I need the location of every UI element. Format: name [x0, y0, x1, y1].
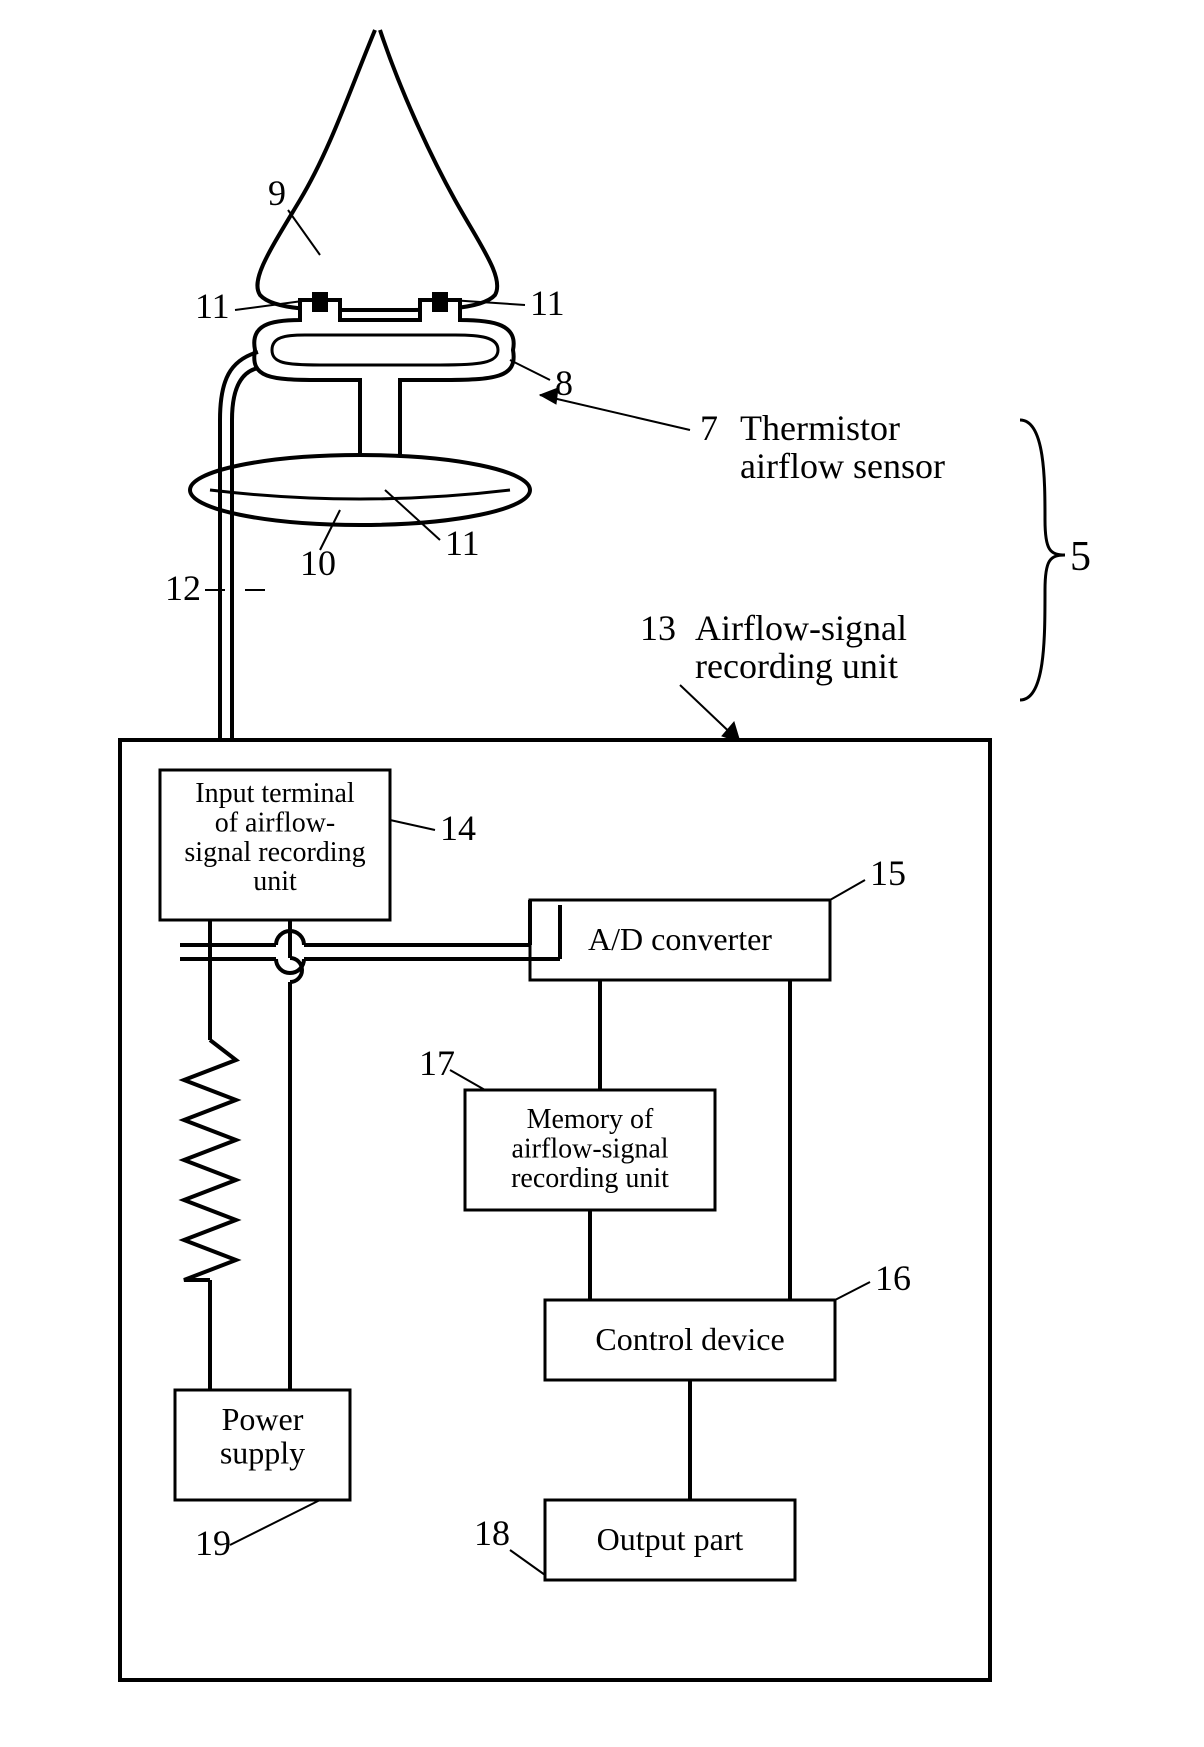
svg-text:12: 12 [165, 568, 201, 608]
svg-text:18: 18 [474, 1513, 510, 1553]
svg-text:8: 8 [555, 363, 573, 403]
ad-converter-label: A/D converter [588, 921, 772, 957]
svg-text:11: 11 [530, 283, 565, 323]
svg-text:11: 11 [445, 523, 480, 563]
memory-label: Memory ofairflow-signalrecording unit [511, 1104, 669, 1194]
svg-text:10: 10 [300, 543, 336, 583]
svg-text:14: 14 [440, 808, 476, 848]
thermistor-bead [432, 292, 448, 312]
control-device-label: Control device [595, 1321, 784, 1357]
label-7: 7 [700, 408, 718, 448]
power-supply-label: Powersupply [220, 1401, 305, 1471]
svg-text:9: 9 [268, 173, 286, 213]
label-7-text: Thermistorairflow sensor [740, 408, 945, 486]
svg-text:11: 11 [195, 286, 230, 326]
svg-text:16: 16 [875, 1258, 911, 1298]
svg-text:19: 19 [195, 1523, 231, 1563]
label-5: 5 [1070, 534, 1091, 580]
svg-text:17: 17 [419, 1043, 455, 1083]
svg-text:15: 15 [870, 853, 906, 893]
label-13-text: Airflow-signalrecording unit [695, 608, 907, 686]
thermistor-bead [312, 292, 328, 312]
label-13: 13 [640, 608, 676, 648]
mouth-ellipse [190, 455, 530, 525]
output-part-label: Output part [597, 1521, 744, 1557]
